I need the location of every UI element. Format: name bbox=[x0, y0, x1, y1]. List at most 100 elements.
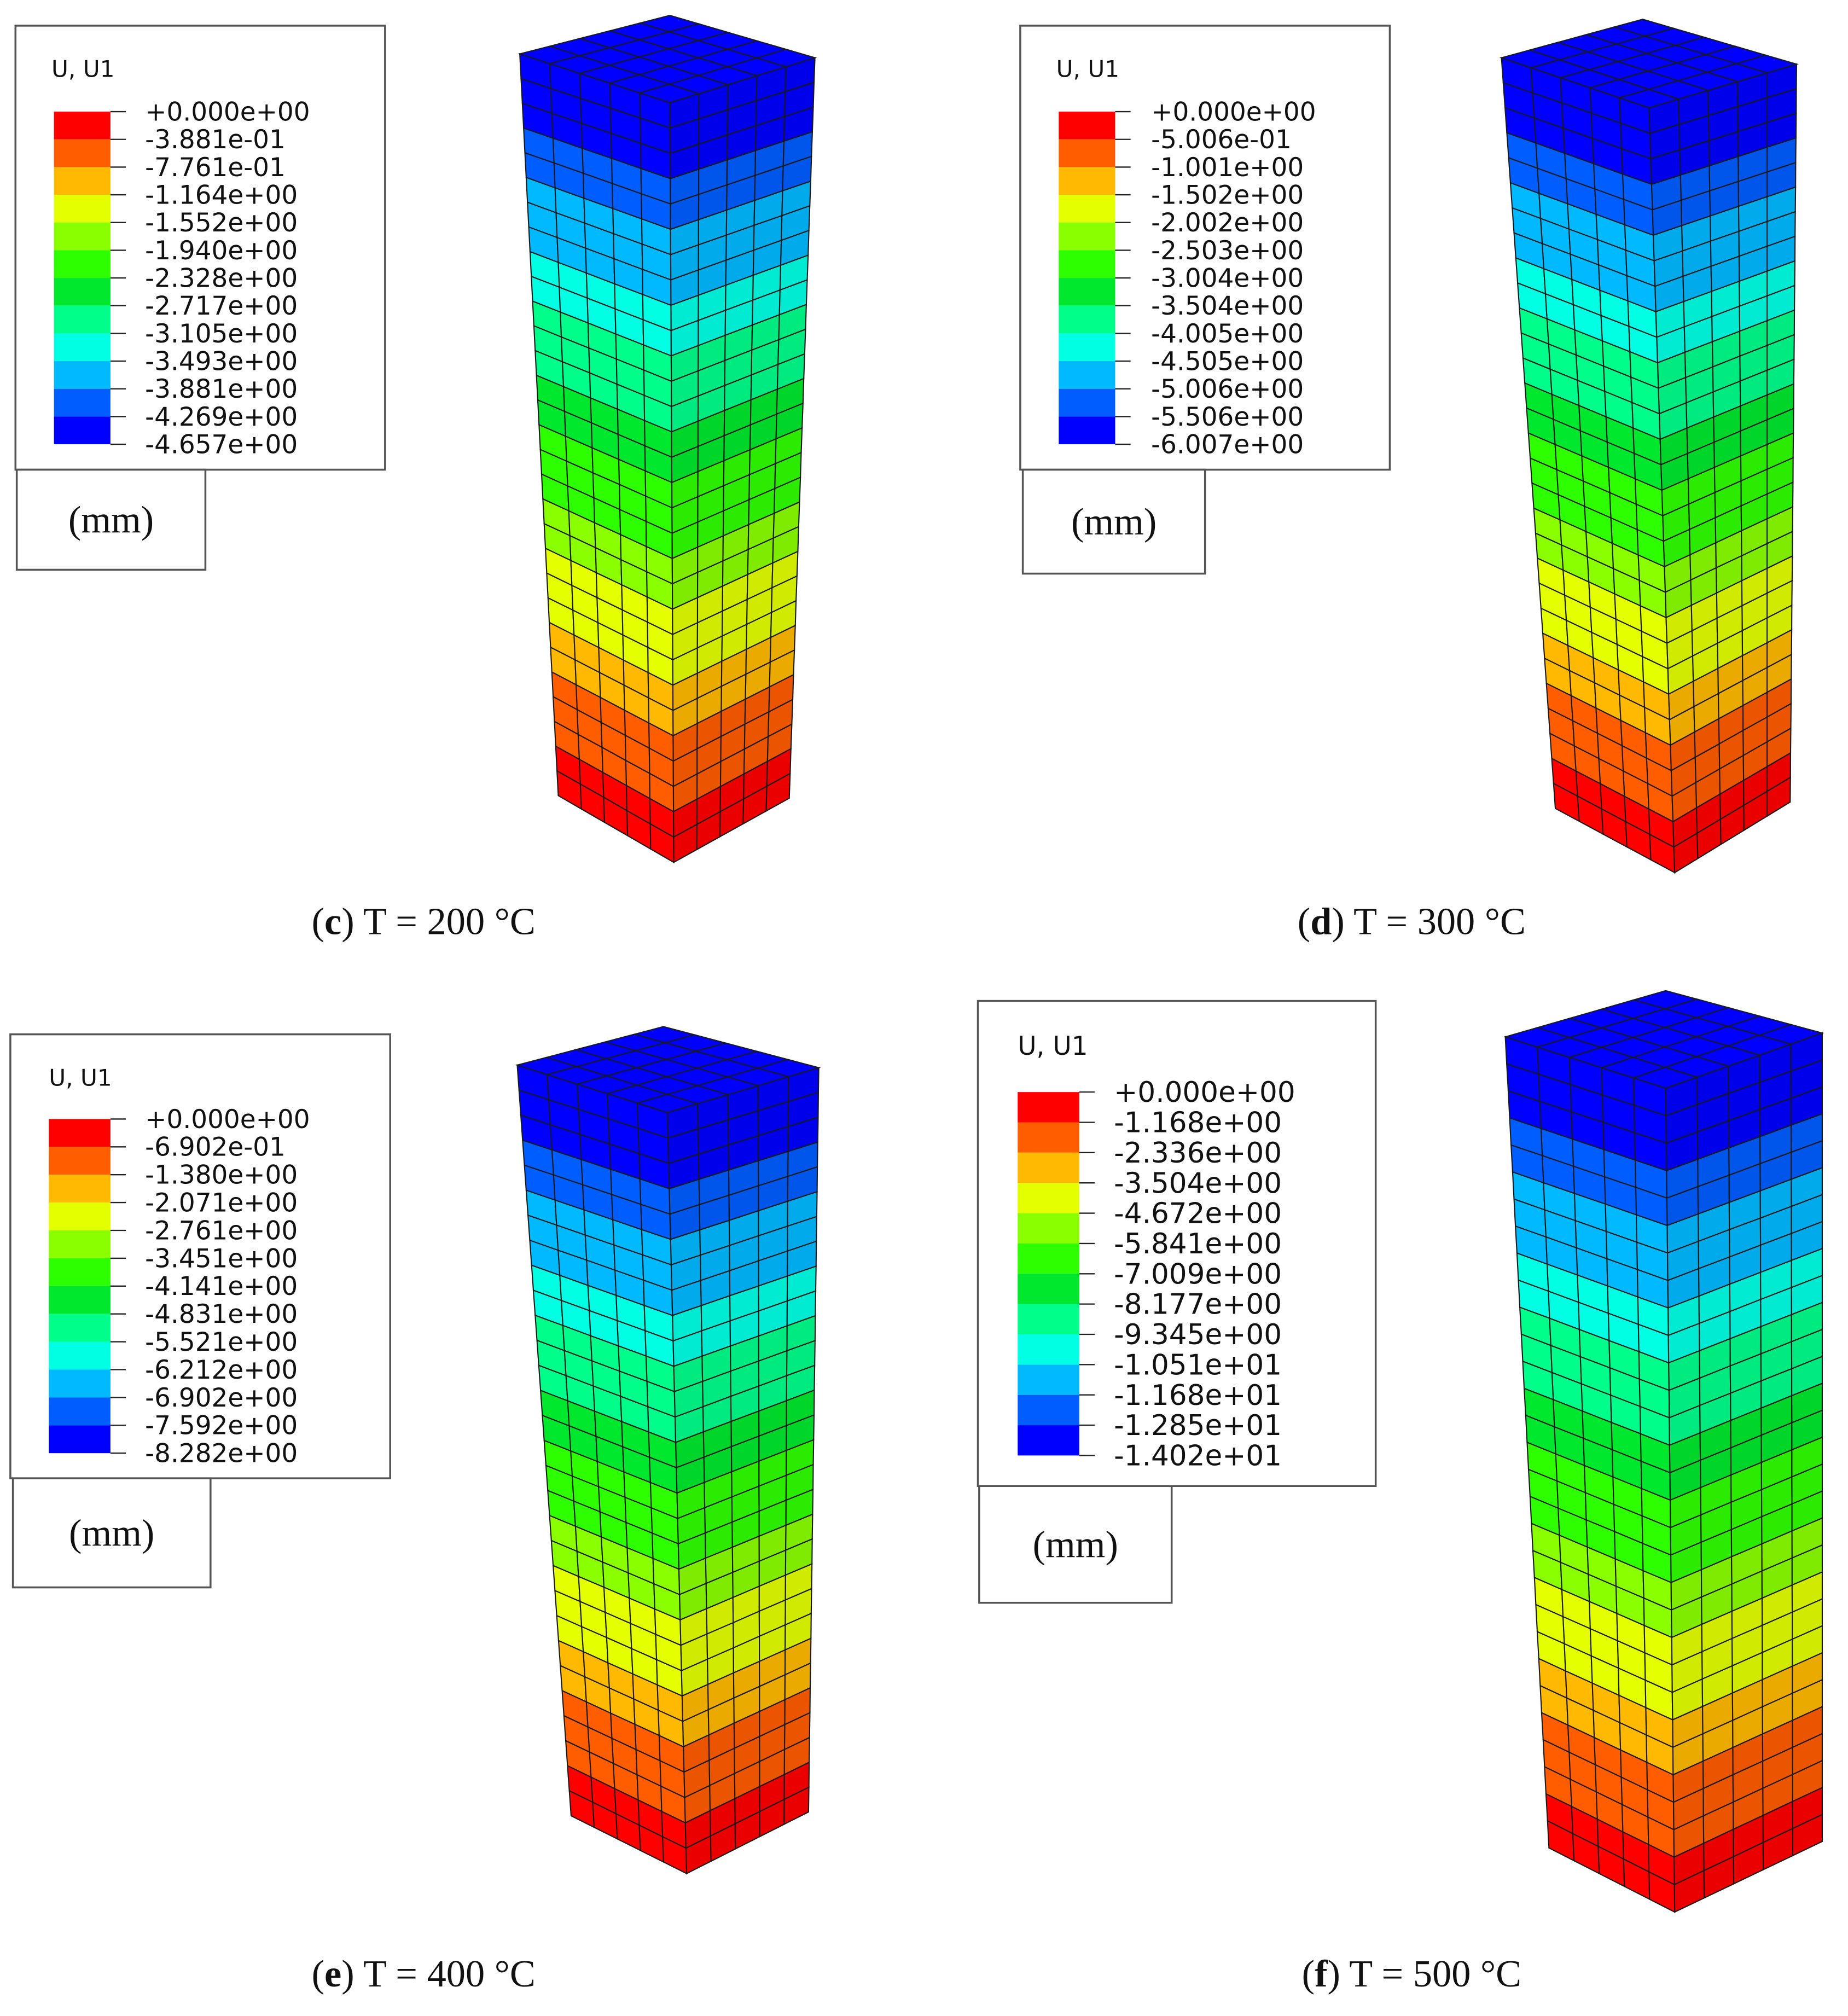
face-shade bbox=[728, 1160, 759, 1195]
face-shade bbox=[767, 724, 792, 762]
face-shade bbox=[1767, 138, 1796, 172]
face-shade bbox=[672, 472, 698, 508]
legend-label: -2.071e+00 bbox=[145, 1188, 298, 1218]
face-shade bbox=[1695, 743, 1720, 783]
face-shade bbox=[1708, 82, 1738, 116]
legend-band bbox=[1059, 361, 1115, 389]
face-shade bbox=[725, 275, 753, 311]
face-shade bbox=[1767, 212, 1795, 247]
unit-label: (mm) bbox=[1033, 1523, 1118, 1566]
caption-letter: c bbox=[324, 900, 341, 943]
unit-label: (mm) bbox=[68, 498, 154, 541]
mesh-element bbox=[783, 1786, 810, 1826]
face-shade bbox=[667, 1103, 698, 1138]
face-shade bbox=[756, 91, 786, 126]
face-shade bbox=[1737, 73, 1768, 107]
legend-label: -5.521e+00 bbox=[145, 1327, 298, 1357]
legend-label: -3.504e+00 bbox=[1151, 291, 1304, 321]
unit-label: (mm) bbox=[69, 1512, 154, 1554]
legend-label: -5.006e+00 bbox=[1151, 374, 1304, 404]
face-shade bbox=[673, 799, 698, 838]
legend-band bbox=[1018, 1152, 1079, 1183]
face-shade bbox=[1733, 1788, 1763, 1829]
face-shade bbox=[705, 1522, 733, 1559]
face-shade bbox=[678, 1558, 706, 1595]
face-shade bbox=[759, 1401, 787, 1437]
legend-label: -4.269e+00 bbox=[145, 402, 298, 432]
face-shade bbox=[1673, 807, 1698, 847]
face-shade bbox=[1739, 196, 1768, 231]
face-shade bbox=[1654, 251, 1683, 287]
face-shade bbox=[727, 175, 756, 210]
face-shade bbox=[673, 1356, 703, 1392]
face-shade bbox=[768, 699, 793, 737]
face-shade bbox=[721, 674, 746, 712]
legend-band bbox=[1059, 333, 1115, 362]
legend-label: -3.105e+00 bbox=[145, 319, 298, 349]
face-shade bbox=[1730, 1326, 1761, 1366]
legend-band bbox=[49, 1202, 111, 1230]
face-shade bbox=[780, 230, 809, 265]
face-shade bbox=[1767, 260, 1795, 296]
face-shade bbox=[1658, 377, 1687, 414]
legend-label: -3.504e+00 bbox=[1114, 1167, 1282, 1200]
face-shade bbox=[669, 1179, 700, 1215]
face-shade bbox=[670, 119, 699, 154]
unit-box bbox=[11, 1477, 212, 1589]
legend-band bbox=[49, 1397, 111, 1426]
face-shade bbox=[724, 350, 752, 386]
panel: U, U1 +0.000e+00-1.168e+00-2.336e+00-3.50… bbox=[977, 990, 1824, 1995]
face-shade bbox=[1767, 777, 1791, 816]
face-shade bbox=[1718, 680, 1743, 719]
legend-band bbox=[54, 195, 111, 223]
face-shade bbox=[1672, 782, 1697, 822]
mesh-element bbox=[1792, 1814, 1823, 1857]
face-shade bbox=[670, 245, 699, 280]
legend-band bbox=[54, 222, 111, 251]
face-shade bbox=[778, 329, 806, 365]
face-shade bbox=[1767, 630, 1792, 668]
face-shade bbox=[743, 786, 767, 824]
face-shade bbox=[758, 1351, 787, 1386]
legend-label: -1.402e+01 bbox=[1114, 1439, 1282, 1472]
face-shade bbox=[1708, 106, 1738, 141]
face-shade bbox=[1760, 1152, 1792, 1191]
legend-label: -2.336e+00 bbox=[1114, 1137, 1282, 1170]
face-shade bbox=[1760, 1287, 1792, 1327]
face-shade bbox=[1709, 156, 1739, 191]
legend-label: -2.717e+00 bbox=[145, 291, 298, 321]
caption-open: ( bbox=[312, 900, 324, 943]
legend-label: -1.168e+01 bbox=[1114, 1379, 1282, 1412]
face-shade bbox=[745, 687, 770, 724]
panel: U, U1 +0.000e+00-3.881e-01-7.761e-01-1.16… bbox=[14, 15, 817, 943]
face-shade bbox=[1763, 1747, 1793, 1788]
face-shade bbox=[1791, 1302, 1822, 1342]
face-shade bbox=[1729, 1190, 1760, 1230]
legend-label: -4.505e+00 bbox=[1151, 346, 1304, 376]
legend-band bbox=[49, 1119, 111, 1147]
face-shade bbox=[1687, 442, 1715, 479]
face-shade bbox=[698, 335, 725, 371]
face-shade bbox=[1659, 403, 1687, 439]
face-shade bbox=[671, 1255, 701, 1291]
face-shade bbox=[1792, 1733, 1822, 1775]
face-shade bbox=[699, 84, 728, 119]
face-shade bbox=[1763, 1774, 1793, 1816]
caption: (e) T = 400 °C bbox=[312, 1953, 536, 1995]
face-shade bbox=[731, 1486, 759, 1523]
column-model bbox=[1499, 19, 1799, 874]
legend-band bbox=[1018, 1213, 1079, 1244]
face-shade bbox=[778, 304, 806, 340]
legend-band bbox=[1059, 250, 1115, 278]
legend-title: U, U1 bbox=[1056, 56, 1120, 83]
face-shade bbox=[1686, 392, 1714, 428]
face-shade bbox=[698, 461, 724, 497]
face-shade bbox=[673, 774, 698, 812]
face-shade bbox=[1700, 1420, 1731, 1461]
legend-label: -5.506e+00 bbox=[1151, 402, 1304, 432]
legend-label: -1.940e+00 bbox=[145, 236, 298, 266]
face-shade bbox=[1680, 166, 1710, 201]
face-shade bbox=[758, 1326, 787, 1361]
face-shade bbox=[677, 1482, 705, 1519]
